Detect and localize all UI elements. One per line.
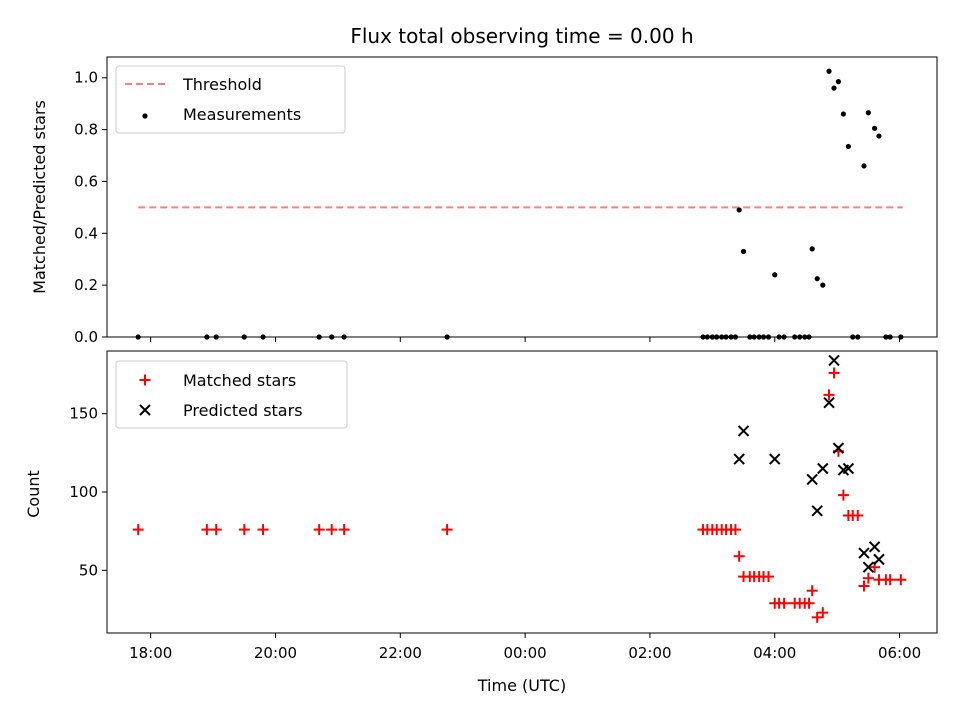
matched-star-point [803, 597, 815, 609]
count-x-tick-label: 20:00 [254, 644, 297, 662]
matched-star-point [210, 524, 222, 536]
count-x-tick-label: 04:00 [753, 644, 796, 662]
measurement-point [831, 85, 837, 91]
predicted-star-point [733, 453, 745, 465]
matched-star-point [238, 524, 250, 536]
predicted-star-point [832, 442, 845, 454]
measurement-point [740, 248, 747, 255]
legend-matched-swatch [139, 374, 151, 386]
predicted-star-point [806, 473, 818, 486]
legend-predicted-swatch [139, 404, 151, 416]
count-x-tick-label: 22:00 [379, 644, 422, 662]
measurement-point [876, 133, 882, 139]
measurement-point [861, 163, 867, 169]
count-panel: 50 100 150 18:00 20:00 22:00 00:00 02:00 04:00 0… [24, 350, 938, 695]
ratio-y-tick-label: 0.0 [74, 328, 98, 346]
predicted-star-point [769, 453, 781, 465]
predicted-star-point [842, 462, 855, 475]
ratio-y-axis: 0.0 0.2 0.4 0.6 0.8 1.0 [74, 69, 107, 346]
matched-star-point [733, 550, 745, 562]
matched-star-point [852, 510, 864, 521]
count-y-axis-label: Count [24, 470, 43, 518]
ratio-y-tick-label: 1.0 [74, 69, 98, 87]
legend-measurements-swatch [142, 113, 148, 119]
matched-star-point [884, 574, 896, 586]
matched-star-point [811, 611, 823, 623]
count-y-tick-label: 150 [69, 405, 98, 423]
measurement-point [835, 79, 841, 85]
matched-star-point [201, 524, 213, 536]
matched-star-point [778, 597, 790, 609]
matched-star-point [729, 524, 741, 536]
count-x-tick-label: 06:00 [878, 644, 921, 662]
ratio-legend-box [115, 65, 346, 134]
matched-star-point [441, 524, 453, 536]
count-x-axis-label: Time (UTC) [477, 676, 566, 695]
matched-star-point [326, 524, 338, 536]
ratio-y-axis-label: Matched/Predicted stars [30, 100, 49, 294]
predicted-star-point [828, 354, 840, 367]
predicted-star-point [737, 425, 750, 437]
matched-star-point [817, 607, 829, 619]
predicted-star-point [862, 561, 875, 573]
matched-star-point [837, 489, 849, 501]
measurement-point [814, 276, 820, 282]
legend-measurements-label: Measurements [183, 105, 301, 124]
count-legend: Matched stars Predicted stars [115, 360, 348, 429]
count-marks [132, 354, 907, 623]
measurement-point [840, 111, 846, 117]
matched-star-point [858, 580, 870, 592]
measurement-point [865, 110, 871, 116]
matched-star-point [763, 571, 775, 583]
count-legend-box [115, 360, 348, 429]
matched-star-point [828, 367, 840, 379]
matched-star-point [823, 389, 835, 401]
predicted-star-point [823, 396, 835, 409]
ratio-plot-frame [106, 56, 938, 338]
matched-star-point [338, 524, 350, 536]
count-x-tick-label: 18:00 [129, 644, 172, 662]
predicted-star-point [858, 547, 870, 559]
ratio-x-axis [150, 337, 901, 342]
legend-predicted-label: Predicted stars [183, 401, 303, 420]
matched-star-point [313, 524, 325, 536]
predicted-star-point [817, 462, 829, 475]
measurement-point [826, 68, 832, 74]
count-y-tick-label: 100 [69, 483, 98, 501]
legend-matched-label: Matched stars [183, 371, 296, 390]
measurement-point [820, 282, 826, 288]
count-x-tick-label: 02:00 [628, 644, 671, 662]
count-y-tick-label: 50 [79, 561, 98, 579]
chart-title: Flux total observing time = 0.00 h [350, 24, 693, 48]
matched-star-point [862, 572, 874, 584]
count-y-axis: 50 100 150 [69, 405, 107, 579]
ratio-y-tick-label: 0.8 [74, 121, 98, 139]
ratio-y-tick-label: 0.6 [74, 172, 98, 190]
measurement-point [736, 207, 742, 213]
matched-star-point [257, 524, 269, 536]
predicted-star-point [811, 505, 823, 517]
matched-star-point [806, 585, 818, 597]
matched-star-point [132, 524, 144, 536]
ratio-y-tick-label: 0.2 [74, 276, 98, 294]
measurement-point [871, 125, 878, 131]
ratio-panel: 0.0 0.2 0.4 0.6 0.8 1.0 Matched/Predicted sta… [30, 56, 938, 346]
count-x-axis: 18:00 20:00 22:00 00:00 02:00 04:00 06:00 [129, 633, 921, 662]
matched-star-point [895, 574, 907, 586]
ratio-legend: Threshold Measurements [115, 65, 346, 134]
ratio-y-tick-label: 0.4 [74, 224, 98, 242]
predicted-star-point [868, 541, 881, 553]
legend-threshold-label: Threshold [182, 75, 262, 94]
measurement-point [772, 272, 778, 278]
measurement-point [845, 143, 851, 150]
predicted-star-point [873, 553, 885, 566]
count-x-tick-label: 00:00 [504, 644, 547, 662]
measurement-point [809, 246, 815, 252]
